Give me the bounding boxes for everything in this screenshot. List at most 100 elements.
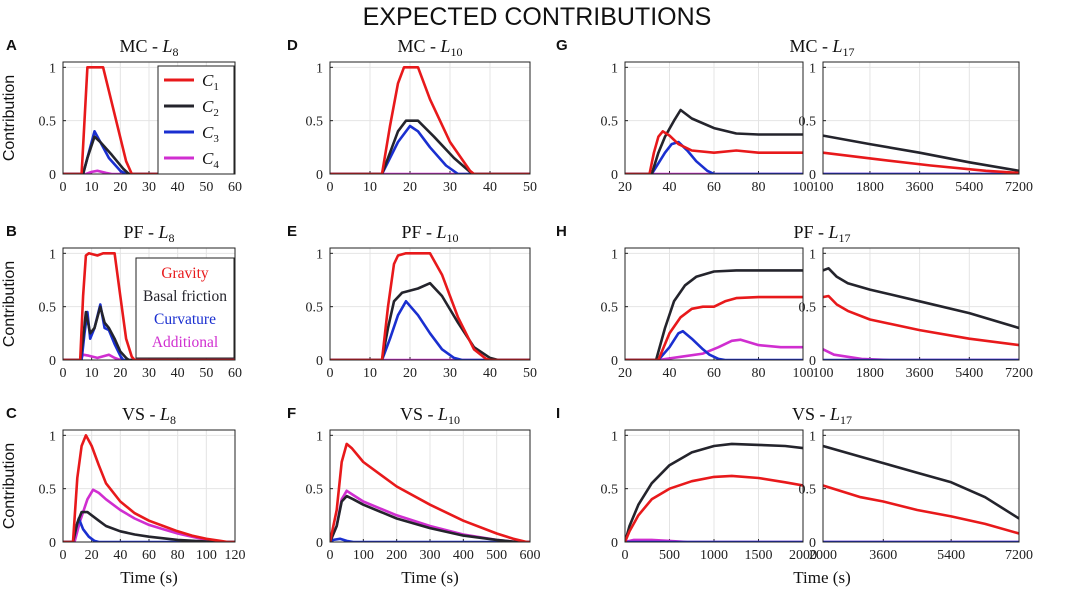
series-line-c1 (63, 66, 235, 174)
legend-word: Basal friction (143, 288, 227, 305)
series-line-c1 (330, 442, 530, 542)
x-tick-label: 400 (453, 548, 474, 563)
title-variable: L (832, 36, 843, 56)
plot-area (823, 62, 1019, 174)
plot-frame (329, 429, 531, 543)
series-line-c2 (823, 267, 1019, 330)
title-subscript: 17 (843, 45, 855, 59)
legend-symbols: C1 C2 C3 C4 (157, 65, 235, 175)
plot-frame (822, 61, 1020, 175)
legend-word: Additional (152, 334, 218, 351)
legend-words: Gravity Basal friction Curvature Additional (135, 257, 235, 359)
y-tick-label: 1 (611, 247, 618, 262)
title-subscript: 8 (170, 413, 176, 427)
x-tick-label: 40 (171, 366, 185, 381)
chart-panel-11: 2000 3600 5400 7200 0 0.5 1 (799, 429, 1034, 563)
series-line-c2 (823, 134, 1019, 173)
y-tick-label: 0.5 (601, 483, 619, 498)
y-tick-label: 0.5 (799, 483, 817, 498)
x-tick-label: 0 (327, 366, 334, 381)
y-tick-label: 0 (809, 168, 816, 183)
x-tick-label: 600 (520, 548, 541, 563)
y-tick-label: 1 (611, 429, 618, 444)
y-tick-label: 1 (809, 61, 816, 76)
x-tick-label: 2000 (789, 548, 817, 563)
x-tick-label: 5400 (955, 180, 983, 195)
x-tick-label: 20 (113, 180, 127, 195)
panel-letter: I (556, 405, 560, 422)
x-tick-label: 7200 (1005, 366, 1033, 381)
x-tick-label: 0 (327, 548, 334, 563)
y-tick-label: 1 (316, 429, 323, 444)
series-line-c2 (330, 281, 530, 360)
x-tick-label: 2000 (809, 548, 837, 563)
y-tick-label: 0 (316, 168, 323, 183)
y-tick-label: 0 (611, 168, 618, 183)
x-tick-label: 60 (142, 548, 156, 563)
y-tick-label: 0.5 (799, 301, 817, 316)
chart-title: MC - L8 (119, 36, 178, 59)
title-prefix: PF - (401, 222, 436, 242)
series-line-c3 (625, 329, 803, 360)
y-tick-label: 0.5 (39, 483, 57, 498)
x-tick-label: 0 (622, 548, 629, 563)
title-prefix: VS - (122, 404, 160, 424)
x-tick-label: 5400 (937, 548, 965, 563)
series-line-c3 (625, 140, 803, 174)
y-tick-label: 1 (49, 61, 56, 76)
title-prefix: PF - (123, 222, 158, 242)
plot-frame (822, 429, 1020, 543)
x-tick-label: 3600 (906, 366, 934, 381)
panel-letter: E (287, 223, 297, 240)
plot-frame (62, 247, 236, 361)
x-tick-label: 20 (403, 180, 417, 195)
series-line-c1 (63, 252, 235, 360)
title-subscript: 10 (451, 45, 463, 59)
series-line-c4 (625, 538, 803, 542)
plot-area (330, 248, 530, 360)
title-prefix: VS - (792, 404, 830, 424)
x-tick-label: 5400 (955, 366, 983, 381)
title-variable: L (159, 404, 170, 424)
x-tick-label: 10 (85, 366, 99, 381)
x-tick-label: 30 (443, 366, 457, 381)
y-tick-label: 1 (49, 429, 56, 444)
title-prefix: MC - (789, 36, 832, 56)
y-tick-label: 1 (316, 247, 323, 262)
plot-frame (624, 247, 804, 361)
series-line-c2 (625, 442, 803, 542)
x-tick-label: 50 (523, 180, 537, 195)
y-tick-label: 0 (611, 354, 618, 369)
x-tick-label: 20 (618, 180, 632, 195)
x-tick-label: 60 (707, 366, 721, 381)
y-tick-label: 0.5 (306, 301, 324, 316)
plot-frame (624, 61, 804, 175)
series-line-c3 (330, 537, 530, 542)
x-tick-label: 40 (483, 366, 497, 381)
x-tick-label: 60 (228, 366, 242, 381)
series-line-c4 (63, 169, 235, 174)
y-tick-label: 0 (809, 536, 816, 551)
title-subscript: 10 (448, 413, 460, 427)
series-line-c1 (823, 294, 1019, 347)
series-line-c2 (823, 444, 1019, 520)
title-subscript: 10 (447, 231, 459, 245)
x-tick-label: 100 (813, 180, 834, 195)
figure-title: EXPECTED CONTRIBUTIONS (363, 3, 712, 31)
y-tick-label: 0.5 (306, 115, 324, 130)
plot-frame (62, 61, 236, 175)
legend-label: C2 (202, 97, 219, 119)
x-tick-label: 60 (228, 180, 242, 195)
plot-area (823, 248, 1019, 360)
x-tick-label: 1000 (700, 548, 728, 563)
x-tick-label: 50 (199, 366, 213, 381)
x-tick-label: 100 (353, 548, 374, 563)
x-tick-label: 1800 (856, 366, 884, 381)
chart-title: PF - L10 (401, 222, 458, 245)
y-tick-label: 0 (316, 536, 323, 551)
x-tick-label: 20 (618, 366, 632, 381)
y-tick-label: 1 (611, 61, 618, 76)
